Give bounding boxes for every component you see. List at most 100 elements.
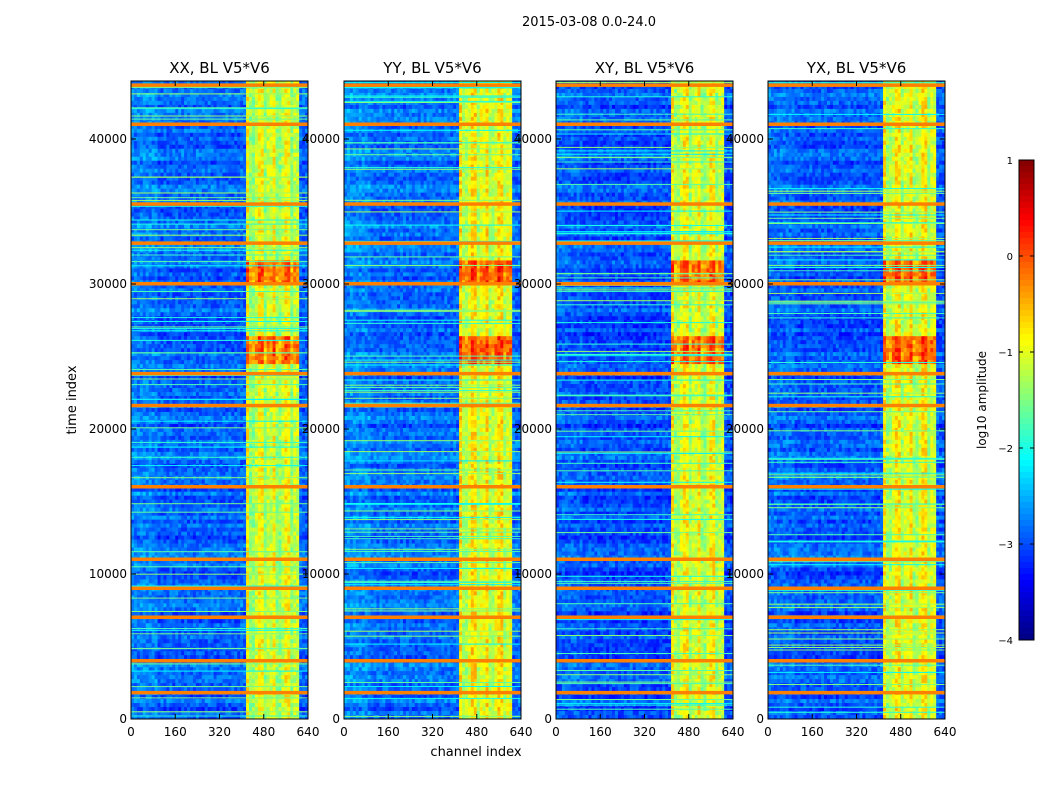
heatmap-cell	[216, 364, 221, 369]
heatmap-cell	[272, 88, 277, 94]
heatmap-cell	[305, 192, 308, 198]
heatmap-cell	[284, 308, 288, 313]
heatmap-cell	[175, 348, 179, 353]
heatmap-cell	[284, 340, 288, 345]
heatmap-cell	[142, 168, 147, 174]
heatmap-cell	[184, 400, 188, 405]
heatmap-cell	[269, 392, 274, 397]
heatmap-cell	[302, 248, 306, 254]
heatmap-cell	[228, 264, 232, 270]
heatmap-cell	[257, 160, 262, 166]
heatmap-cell	[302, 124, 306, 130]
heatmap-cell	[184, 356, 188, 361]
heatmap-cell	[243, 340, 247, 345]
heatmap-cell	[175, 400, 179, 405]
heatmap-cell	[160, 224, 165, 230]
heatmap-cell	[172, 368, 176, 373]
heatmap-cell	[136, 376, 141, 381]
heatmap-cell	[131, 340, 135, 345]
heatmap-cell	[139, 136, 144, 142]
heatmap-cell	[228, 184, 232, 190]
heatmap-cell	[166, 220, 170, 226]
heatmap-cell	[142, 212, 147, 218]
heatmap-cell	[181, 352, 185, 357]
heatmap-cell	[145, 304, 150, 309]
heatmap-cell	[225, 380, 229, 385]
heatmap-cell	[178, 81, 182, 86]
heatmap-cell	[254, 248, 259, 254]
heatmap-cell	[254, 356, 259, 361]
heatmap-cell	[210, 212, 215, 218]
heatmap-cell	[198, 396, 203, 401]
heatmap-cell	[184, 96, 188, 102]
heatmap-cell	[139, 192, 144, 198]
heatmap-cell	[293, 148, 297, 154]
heatmap-cell	[272, 188, 277, 194]
heatmap-cell	[237, 276, 241, 281]
heatmap-cell	[154, 216, 159, 222]
heatmap-cell	[198, 244, 203, 250]
heatmap-cell	[204, 348, 209, 353]
heatmap-cell	[172, 316, 176, 321]
heatmap-cell	[204, 368, 209, 373]
heatmap-cell	[266, 124, 271, 130]
heatmap-cell	[225, 224, 229, 230]
heatmap-cell	[225, 320, 229, 325]
heatmap-cell	[302, 176, 306, 182]
heatmap-cell	[136, 292, 141, 297]
heatmap-cell	[136, 264, 141, 270]
heatmap-cell	[139, 220, 144, 226]
heatmap-cell	[181, 192, 185, 198]
heatmap-cell	[281, 100, 285, 106]
heatmap-cell	[234, 96, 238, 102]
heatmap-cell	[290, 336, 294, 341]
heatmap-cell	[302, 140, 306, 146]
heatmap-cell	[234, 164, 238, 170]
heatmap-cell	[243, 400, 247, 405]
heatmap-cell	[213, 256, 218, 262]
heatmap-cell	[154, 407, 159, 413]
heatmap-cell	[263, 356, 268, 361]
heatmap-cell	[175, 288, 179, 293]
heatmap-cell	[163, 96, 167, 102]
heatmap-cell	[169, 81, 173, 86]
heatmap-cell	[219, 228, 224, 234]
heatmap-cell	[166, 104, 170, 110]
heatmap-cell	[275, 104, 280, 110]
heatmap-cell	[187, 124, 191, 130]
heatmap-cell	[225, 96, 229, 102]
heatmap-cell	[160, 156, 165, 162]
heatmap-cell	[210, 168, 215, 174]
heatmap-cell	[231, 392, 235, 397]
heatmap-cell	[266, 152, 271, 158]
heatmap-cell	[154, 348, 159, 353]
heatmap-cell	[213, 184, 218, 190]
heatmap-cell	[222, 236, 226, 242]
heatmap-cell	[154, 396, 159, 401]
heatmap-cell	[157, 344, 162, 349]
heatmap-cell	[148, 188, 153, 194]
heatmap-cell	[157, 224, 162, 230]
heatmap-cell	[204, 392, 209, 397]
heatmap-cell	[210, 92, 215, 98]
heatmap-cell	[210, 344, 215, 349]
heatmap-cell	[237, 312, 241, 317]
heatmap-cell	[305, 124, 308, 130]
heatmap-cell	[145, 204, 150, 210]
heatmap-cell	[251, 81, 256, 86]
heatmap-cell	[293, 407, 297, 413]
heatmap-cell	[198, 236, 203, 242]
heatmap-cell	[257, 212, 262, 218]
heatmap-cell	[257, 156, 262, 162]
heatmap-cell	[213, 176, 218, 182]
heatmap-cell	[251, 224, 256, 230]
heatmap-cell	[178, 88, 182, 94]
heatmap-cell	[133, 124, 138, 130]
heatmap-cell	[133, 108, 138, 114]
heatmap-cell	[160, 128, 165, 134]
heatmap-cell	[249, 136, 253, 142]
heatmap-cell	[225, 236, 229, 242]
heatmap-cell	[293, 88, 297, 94]
heatmap-cell	[151, 284, 156, 289]
heatmap-cell	[139, 100, 144, 106]
